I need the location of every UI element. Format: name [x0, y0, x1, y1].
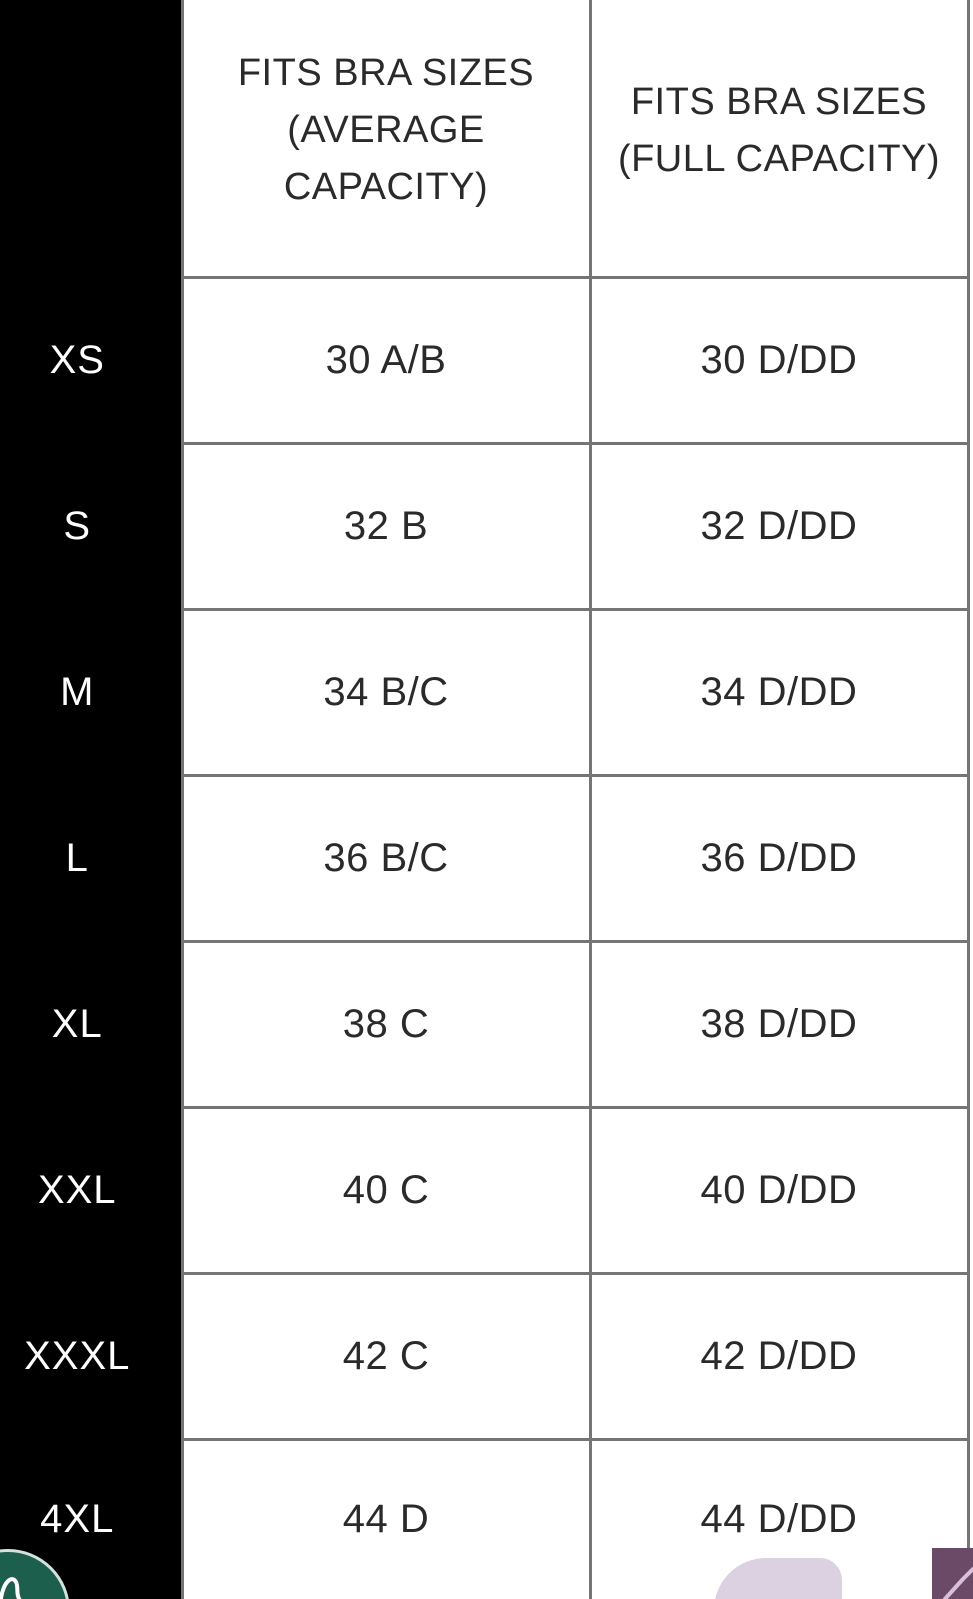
size-label: XXL [0, 1107, 184, 1273]
average-capacity-cell: 34 B/C [180, 607, 592, 777]
average-capacity-cell: 44 D [180, 1437, 592, 1599]
size-chart-body: XS 30 A/B 30 D/DD S 32 B 32 D/DD M 34 B/… [0, 275, 970, 1599]
average-capacity-cell: 38 C [180, 939, 592, 1109]
product-image-corner-fragment [932, 1548, 973, 1599]
size-chart-header: FITS BRA SIZES (AVERAGE CAPACITY) FITS B… [0, 0, 970, 279]
full-capacity-cell: 30 D/DD [588, 275, 970, 445]
full-capacity-cell: 34 D/DD [588, 607, 970, 777]
table-row: XXXL 42 C 42 D/DD [0, 1271, 970, 1441]
table-row: XL 38 C 38 D/DD [0, 939, 970, 1109]
header-corner-cell [0, 0, 184, 277]
full-capacity-cell: 40 D/DD [588, 1105, 970, 1275]
average-capacity-cell: 40 C [180, 1105, 592, 1275]
diagonal-line-graphic [932, 1548, 973, 1599]
table-row: M 34 B/C 34 D/DD [0, 607, 970, 777]
chat-widget-button[interactable] [0, 1549, 70, 1599]
full-capacity-cell: 42 D/DD [588, 1271, 970, 1441]
table-row: XXL 40 C 40 D/DD [0, 1105, 970, 1275]
average-capacity-cell: 42 C [180, 1271, 592, 1441]
header-row: FITS BRA SIZES (AVERAGE CAPACITY) FITS B… [0, 0, 970, 279]
size-label: M [0, 609, 184, 775]
column-header-average-capacity: FITS BRA SIZES (AVERAGE CAPACITY) [180, 0, 592, 279]
full-capacity-cell: 36 D/DD [588, 773, 970, 943]
average-capacity-cell: 30 A/B [180, 275, 592, 445]
size-label: S [0, 443, 184, 609]
table-row: S 32 B 32 D/DD [0, 441, 970, 611]
size-label: L [0, 775, 184, 941]
size-label: XXXL [0, 1273, 184, 1439]
column-header-full-capacity: FITS BRA SIZES (FULL CAPACITY) [588, 0, 970, 279]
full-capacity-cell: 44 D/DD [588, 1437, 970, 1599]
table-row: XS 30 A/B 30 D/DD [0, 275, 970, 445]
full-capacity-cell: 32 D/DD [588, 441, 970, 611]
average-capacity-cell: 32 B [180, 441, 592, 611]
average-capacity-cell: 36 B/C [180, 773, 592, 943]
table-row: 4XL 44 D 44 D/DD [0, 1437, 970, 1599]
full-capacity-cell: 38 D/DD [588, 939, 970, 1109]
table-row: L 36 B/C 36 D/DD [0, 773, 970, 943]
size-label: XL [0, 941, 184, 1107]
size-label: XS [0, 277, 184, 443]
